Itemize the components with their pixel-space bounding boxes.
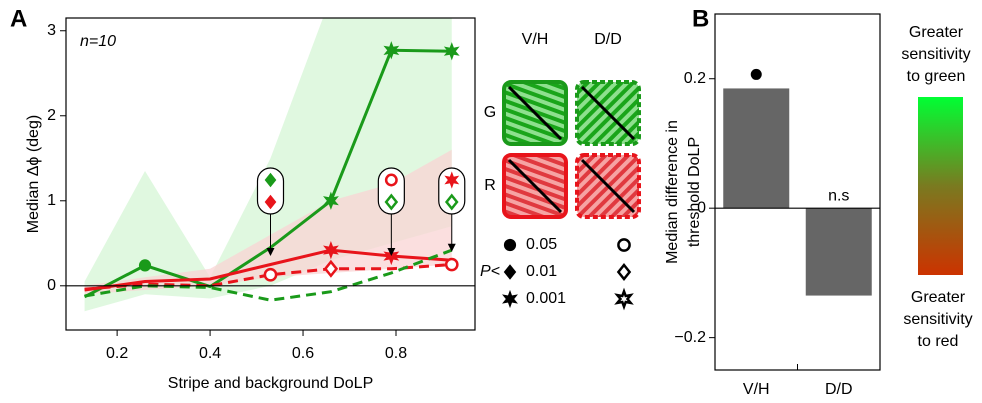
significance-dot [750, 68, 762, 80]
marker [444, 171, 460, 189]
marker [263, 267, 278, 282]
marker [503, 264, 517, 280]
marker [264, 172, 277, 188]
y-axis-label: threshold DoLP [686, 137, 703, 247]
y-axis-label: Median Δϕ (deg) [25, 115, 42, 233]
series-line [84, 248, 453, 302]
legend-row: R [484, 177, 496, 194]
x-tick-label: 0.6 [292, 345, 314, 362]
p-key-label: P< [480, 263, 500, 280]
legend-diagonal [507, 158, 563, 214]
x-tick-label: V/H [743, 381, 770, 398]
marker [264, 194, 277, 210]
series-line [84, 263, 452, 291]
callout-arrowhead [447, 243, 456, 252]
x-tick-label: D/D [825, 381, 853, 398]
marker [502, 289, 518, 309]
plot-frame [714, 13, 881, 371]
marker [138, 259, 152, 272]
y-tick-label: 3 [47, 22, 56, 39]
y-tick-label: 0 [47, 277, 56, 294]
marker [323, 259, 339, 278]
legend-diagonal [580, 158, 636, 214]
p-key-level: 0.05 [526, 236, 557, 253]
marker [503, 238, 517, 252]
marker [617, 238, 631, 252]
colorbar-label: sensitivity [901, 46, 970, 63]
x-tick-label: 0.4 [199, 345, 221, 362]
y-tick-label: 0.2 [684, 70, 706, 87]
marker [323, 240, 339, 260]
colorbar-label: Greater [909, 24, 964, 41]
panel-label: B [692, 5, 709, 32]
colorbar-label: Greater [911, 289, 966, 306]
x-tick-label: 0.8 [385, 345, 407, 362]
colorbar-label: sensitivity [903, 311, 972, 328]
marker [616, 262, 632, 282]
legend-diagonal [507, 85, 563, 141]
colorbar-label: to red [918, 333, 959, 350]
y-tick-label: 2 [47, 107, 56, 124]
x-tick-label: 0.2 [106, 345, 128, 362]
panel-label: A [10, 5, 27, 32]
legend-column: V/H [522, 31, 549, 48]
callout-arrowhead [387, 248, 396, 257]
x-axis-label: Stripe and background DoLP [168, 375, 373, 392]
marker [384, 173, 398, 187]
y-axis-label: Median difference in [664, 120, 681, 264]
callout-arrowhead [266, 248, 275, 257]
legend-column: D/D [594, 31, 622, 48]
marker [383, 41, 400, 60]
colorbar-label: to green [907, 68, 966, 85]
marker [384, 193, 399, 211]
y-tick-label: 0 [697, 199, 706, 216]
marker [444, 257, 459, 272]
confidence-band [84, 149, 452, 295]
marker [323, 191, 339, 210]
bar [805, 208, 872, 296]
p-key-level: 0.01 [526, 263, 557, 280]
marker [444, 193, 459, 211]
plot-frame [65, 17, 476, 331]
marker [614, 287, 634, 311]
annotation: n=10 [80, 33, 116, 50]
y-tick-label: 1 [47, 192, 56, 209]
y-tick-label: −0.2 [674, 329, 706, 346]
legend-diagonal [580, 85, 636, 141]
bar-annotation: n.s [828, 187, 849, 204]
legend-row: G [484, 104, 496, 121]
bar [723, 88, 790, 209]
p-key-level: 0.001 [526, 290, 566, 307]
marker [443, 42, 460, 61]
colorbar [918, 97, 963, 275]
